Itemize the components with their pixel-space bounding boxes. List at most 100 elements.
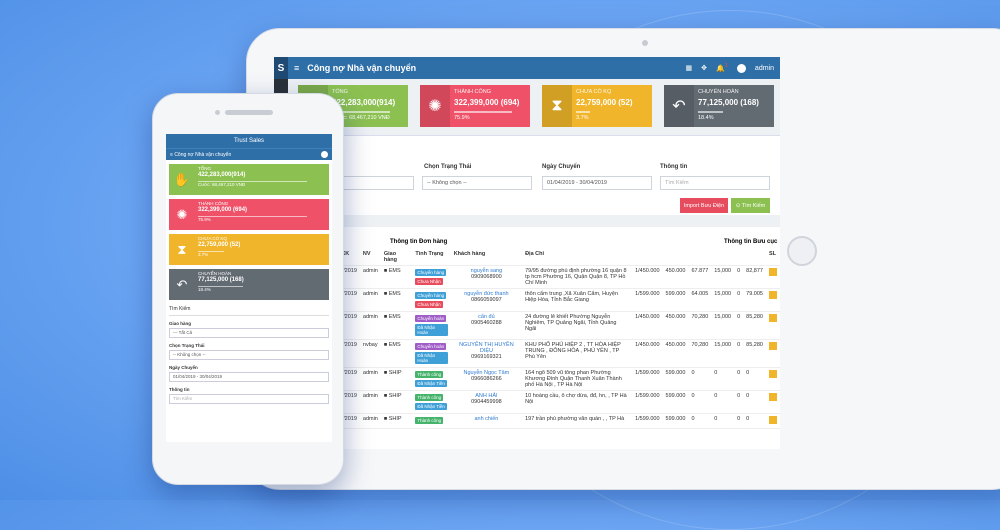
edit-icon[interactable] [768,393,777,401]
column-header[interactable] [688,249,712,266]
column-header[interactable]: Địa Chỉ [522,249,633,266]
row-shipper: ■ EMS [380,265,413,289]
phone-date-input[interactable]: 01/04/2019 - 30/04/2019 [169,372,329,382]
search-button[interactable]: ⊙ Tìm Kiếm [731,198,770,213]
stat-card-success[interactable]: ✺ THÀNH CÔNG 322,399,000 (694) 75.9% [420,85,530,127]
row-status: Chuyển hàng Chưa Nhận [412,288,451,312]
table-row[interactable]: 04/2019 admin ■ SHIP Thành công Đã Nhận Tiền… [334,390,780,414]
edit-icon[interactable] [768,342,777,350]
avatar[interactable] [736,63,746,73]
row-amount: 450.000 [662,265,689,289]
phone-avatar[interactable] [321,151,328,158]
table-row[interactable]: 04/2019 admin ■ SHIP Thành công anh chiến 197… [334,413,780,429]
edit-icon[interactable] [768,416,777,424]
row-amount: 0 [734,311,744,340]
row-shipper: ■ EMS [380,339,413,368]
phone-search-input[interactable]: Tìm Kiếm [169,394,329,404]
phone-card-total[interactable]: ✋ TỔNG 422,283,000(914) Cước: 68,467,210 VN… [169,164,329,195]
search-input[interactable]: Tìm Kiếm [660,176,770,190]
row-action[interactable] [765,288,780,312]
row-action[interactable] [765,311,780,340]
customer-link[interactable]: Nguyễn Ngọc Tâm [463,370,510,376]
app-logo[interactable]: S [274,57,288,79]
column-header[interactable] [662,249,689,266]
handshake-icon: ✋ [173,171,191,187]
truck-icon: ■ [383,416,389,422]
row-amount: 0 [734,288,744,312]
phone-status-label: Chọn Trạng Thái [169,343,205,348]
import-post-button[interactable]: Import Bưu Điện [680,198,728,213]
user-name[interactable]: admin [754,64,774,72]
customer-link[interactable]: nguyễn sang [470,268,503,274]
customer-link[interactable]: nguyễn đức thanh [464,291,509,297]
date-range-input[interactable]: 01/04/2019 - 30/04/2019 [542,176,652,190]
row-action[interactable] [765,390,780,414]
phone-card-returned[interactable]: ↶ CHUYỂN HOÀN 77,125,000 (168) 18.4% [169,269,329,300]
edit-icon[interactable] [768,370,777,378]
column-header[interactable]: Khách hàng [450,249,523,266]
row-amount: 85,280 [743,339,766,368]
phone-subheader: ≡ Công nợ Nhà vận chuyển [166,148,332,160]
phone-ship-select[interactable]: --- Tất Cả [169,328,329,338]
row-customer[interactable]: nguyễn sang 0909068900 [450,265,523,289]
row-staff: admin [359,311,381,340]
hamburger-icon[interactable]: ≡ [294,63,300,73]
row-status: Chuyển hàng Chưa Nhận [412,265,451,289]
row-amount: 15,000 [711,311,735,340]
column-header[interactable]: SL [765,249,780,266]
row-customer[interactable]: ANH HẢI 0904459998 [450,390,523,414]
row-amount: 79.005 [743,288,766,312]
customer-phone: 0866059097 [471,297,502,303]
expand-icon[interactable]: ✥ [701,65,707,72]
customer-link[interactable]: NGUYỄN THỊ HUYỀN DIỆU [459,342,514,354]
row-action[interactable] [765,367,780,391]
ship-select[interactable] [334,176,414,190]
row-customer[interactable]: cẩn đủ 0905460288 [450,311,523,340]
bell-icon[interactable]: 🔔1 [715,63,728,73]
edit-icon[interactable] [768,268,777,276]
row-staff: admin [359,265,381,289]
grid-icon[interactable]: ▦ [685,65,693,72]
phone-status-select[interactable]: -- Không chọn -- [169,350,329,360]
column-header[interactable] [711,249,735,266]
stat-card-returned[interactable]: ↶ CHUYỂN HOÀN 77,125,000 (168) 18.4% [664,85,774,127]
phone-hamburger-icon[interactable]: ≡ [170,151,175,158]
column-header[interactable] [734,249,744,266]
customer-link[interactable]: anh chiến [474,416,499,422]
row-amount: 0 [734,339,744,368]
table-row[interactable]: 04/2019 admin ■ EMS Chuyển hoàn Đã Nhận Hoàn… [334,311,780,340]
row-shipper: ■ SHIP [380,390,413,414]
table-row[interactable]: 04/2019 admin ■ SHIP Thành công Đã Nhận Tiền… [334,367,780,391]
row-amount: 0 [711,367,735,391]
status-select[interactable]: -- Không chọn -- [422,176,532,190]
table-row[interactable]: 04/2019 admin ■ EMS Chuyển hàng Chưa Nhận ngu… [334,265,780,289]
row-customer[interactable]: Nguyễn Ngọc Tâm 0966086266 [450,367,523,391]
table-row[interactable]: 04/2019 nvbay ■ EMS Chuyển hoàn Đã Nhận Hoàn… [334,339,780,368]
column-header[interactable]: NV [359,249,381,266]
row-customer[interactable]: anh chiến [450,413,523,429]
table-row[interactable]: 04/2019 admin ■ EMS Chuyển hàng Chưa Nhận ngu… [334,288,780,312]
row-customer[interactable]: nguyễn đức thanh 0866059097 [450,288,523,312]
customer-link[interactable]: cẩn đủ [478,314,495,320]
row-action[interactable] [765,265,780,289]
edit-icon[interactable] [768,291,777,299]
row-action[interactable] [765,413,780,429]
phone-card-pending[interactable]: ⧗ CHƯA CÓ KQ 22,759,000 (52) 3.7% [169,234,329,265]
row-address: thôn cẩm trung ,Xã Xuân Cẩm, Huyện Hiệp … [522,288,633,312]
status-badge: Đã Nhận Tiền [415,403,447,410]
column-header[interactable] [743,249,766,266]
column-header[interactable]: Tình Trạng [412,249,451,266]
edit-icon[interactable] [768,314,777,322]
row-amount: 0 [688,367,712,391]
phone-card-success[interactable]: ✺ THÀNH CÔNG 322,399,000 (694) 75.9% [169,199,329,230]
stat-card-pending[interactable]: ⧗ CHƯA CÓ KQ 22,759,000 (52) 3.7% [542,85,652,127]
customer-link[interactable]: ANH HẢI [475,393,498,399]
column-header[interactable]: Giao hàng [380,249,413,266]
row-customer[interactable]: NGUYỄN THỊ HUYỀN DIỆU 0969169321 [450,339,523,368]
tablet-home-button[interactable] [787,236,817,266]
row-action[interactable] [765,339,780,368]
column-header[interactable] [632,249,663,266]
